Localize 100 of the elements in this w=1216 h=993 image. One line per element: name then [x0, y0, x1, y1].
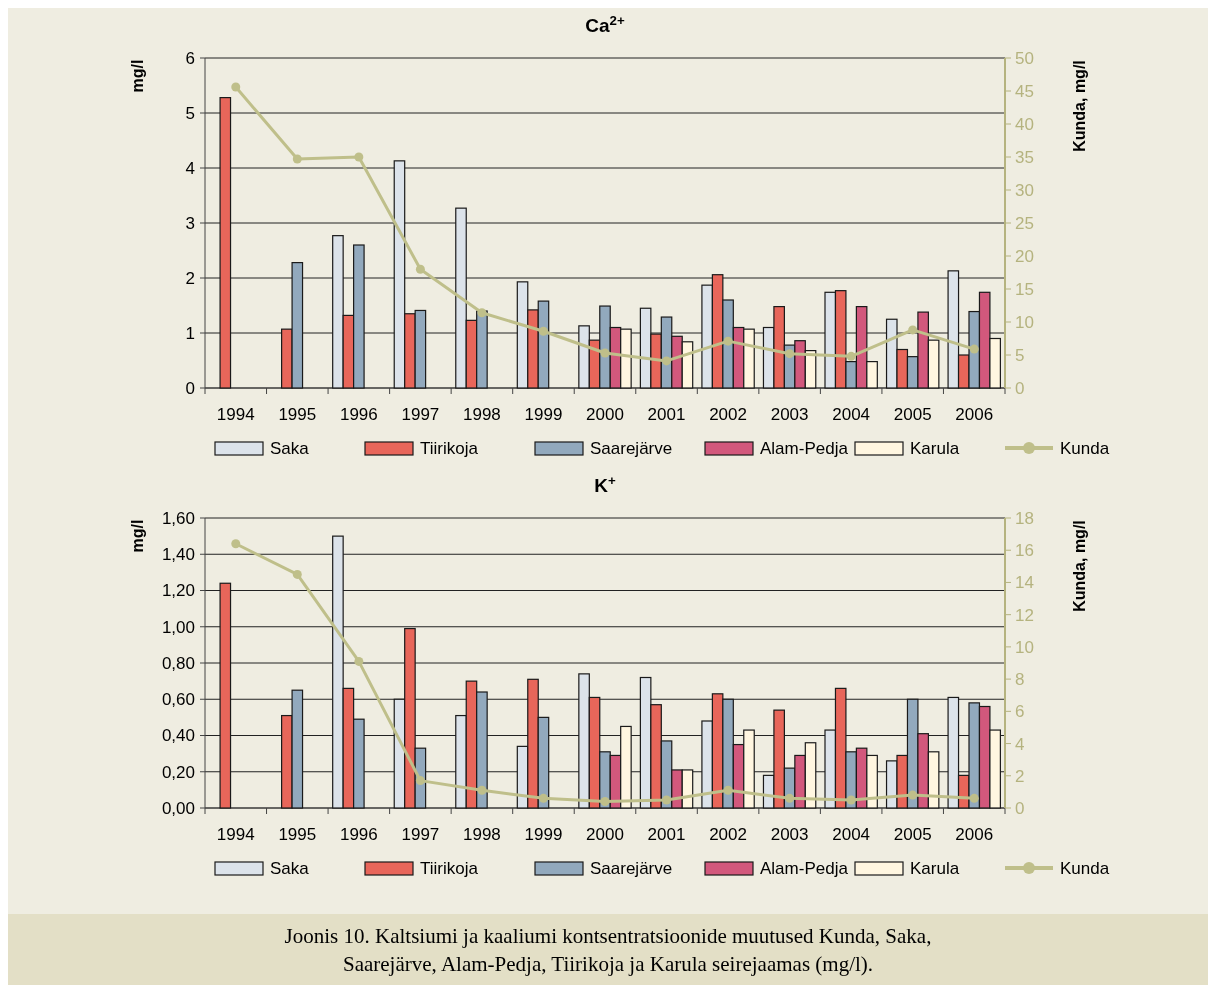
y2-tick-label: 4: [1015, 734, 1025, 754]
y2-tick-label: 5: [1015, 345, 1025, 365]
legend-label: Saka: [270, 438, 310, 458]
y-tick-label: 1,00: [161, 617, 195, 637]
point: [723, 785, 733, 795]
y-tick-label: 0,40: [161, 726, 195, 746]
y-axis-title: mg/l: [129, 59, 146, 93]
y-axis-title: mg/l: [129, 519, 146, 553]
x-tick-label: 2001: [647, 825, 686, 844]
x-tick-label: 1997: [401, 825, 440, 844]
point: [785, 793, 795, 803]
point: [354, 656, 364, 666]
legend-label: Alam-Pedja: [760, 438, 849, 458]
point: [477, 785, 487, 795]
x-tick-label: 2000: [586, 405, 624, 424]
point: [600, 797, 610, 807]
x-tick-label: 1998: [463, 825, 501, 844]
point: [846, 795, 856, 805]
point: [723, 336, 733, 346]
legend-label: Tiirikoja: [420, 438, 479, 458]
y2-tick-label: 0: [1015, 378, 1025, 398]
y-tick-label: 1,20: [161, 581, 195, 601]
y2-tick-label: 45: [1015, 81, 1034, 101]
text: Joonis 10. Kaltsiumi ja kaaliumi kontsentratsioonide muutused Kunda, Saka, Saarejärve, Alam-Pedja, Tiirikoja ja Karula seirejaamas (mg/l).: [284, 924, 932, 976]
y2-tick-label: 30: [1015, 180, 1034, 200]
x-tick-label: 2005: [893, 405, 932, 424]
y2-tick-label: 50: [1015, 48, 1034, 68]
chart-title: K$^{+}$: [594, 472, 616, 496]
point: [969, 344, 979, 354]
y2-tick-label: 25: [1015, 213, 1034, 233]
point: [908, 790, 918, 800]
x-tick-label: 2003: [770, 405, 809, 424]
point: [846, 351, 856, 361]
legend-label: Karula: [910, 858, 960, 878]
point: [969, 793, 979, 803]
x-tick-label: 1994: [216, 405, 255, 424]
y-tick-label: 4: [185, 158, 195, 178]
x-tick-label: 2005: [893, 825, 932, 844]
y-tick-label: 0: [185, 378, 195, 398]
x-tick-label: 2004: [832, 405, 871, 424]
point: [231, 82, 241, 92]
legend-label: Saarejärve: [590, 438, 673, 458]
x-tick-label: 1996: [339, 825, 378, 844]
y-tick-label: 0,00: [161, 798, 195, 818]
legend-label: Karula: [910, 438, 960, 458]
point: [785, 349, 795, 359]
y-tick-label: 1: [185, 323, 195, 343]
y2-axis-title: Kunda, mg/l: [1071, 520, 1088, 612]
x-tick-label: 1999: [524, 405, 563, 424]
point: [231, 539, 241, 549]
point: [354, 152, 364, 162]
y-tick-label: 6: [185, 48, 195, 68]
point: [908, 325, 918, 335]
x-tick-label: 2004: [832, 825, 871, 844]
y-tick-label: 5: [185, 103, 195, 123]
y2-tick-label: 35: [1015, 147, 1034, 167]
x-tick-label: 1998: [463, 405, 501, 424]
y-tick-label: 3: [185, 213, 195, 233]
point: [415, 776, 425, 786]
y2-tick-label: 15: [1015, 279, 1034, 299]
y2-tick-label: 6: [1015, 702, 1025, 722]
y-tick-label: 0,80: [161, 653, 195, 673]
legend-label: Alam-Pedja: [760, 858, 849, 878]
x-tick-label: 2002: [709, 825, 747, 844]
legend-label: Kunda: [1060, 858, 1110, 878]
legend-label: Saarejärve: [590, 858, 673, 878]
y2-tick-label: 8: [1015, 670, 1025, 690]
x-tick-label: 1995: [278, 405, 317, 424]
y2-tick-label: 40: [1015, 114, 1034, 134]
legend-label: Saka: [270, 858, 310, 878]
x-tick-label: 2002: [709, 405, 747, 424]
y2-tick-label: 16: [1015, 541, 1034, 561]
y2-tick-label: 10: [1015, 637, 1034, 657]
y2-tick-label: 20: [1015, 246, 1034, 266]
x-tick-label: 1995: [278, 825, 317, 844]
x-tick-label: 2001: [647, 405, 686, 424]
y2-tick-label: 12: [1015, 605, 1034, 625]
y-tick-label: 2: [185, 268, 195, 288]
point: [538, 793, 548, 803]
x-tick-label: 2000: [586, 825, 624, 844]
point: [600, 348, 610, 358]
y-tick-label: 0,20: [161, 762, 195, 782]
x-tick-label: 2006: [955, 405, 994, 424]
point: [477, 308, 487, 318]
x-tick-label: 1999: [524, 825, 563, 844]
legend-label: Tiirikoja: [420, 858, 479, 878]
chart-title: Ca$^{2+}$: [585, 12, 625, 36]
x-tick-label: 1994: [216, 825, 255, 844]
y2-tick-label: 10: [1015, 312, 1034, 332]
x-tick-label: 2006: [955, 825, 994, 844]
legend-label: Kunda: [1060, 438, 1110, 458]
y2-tick-label: 2: [1015, 766, 1025, 786]
point: [538, 326, 548, 336]
point: [292, 569, 302, 579]
point: [662, 795, 672, 805]
x-tick-label: 1996: [339, 405, 378, 424]
x-tick-label: 2003: [770, 825, 809, 844]
y-tick-label: 0,60: [161, 690, 195, 710]
y-tick-label: 1,40: [161, 545, 195, 565]
y-tick-label: 1,60: [161, 508, 195, 528]
